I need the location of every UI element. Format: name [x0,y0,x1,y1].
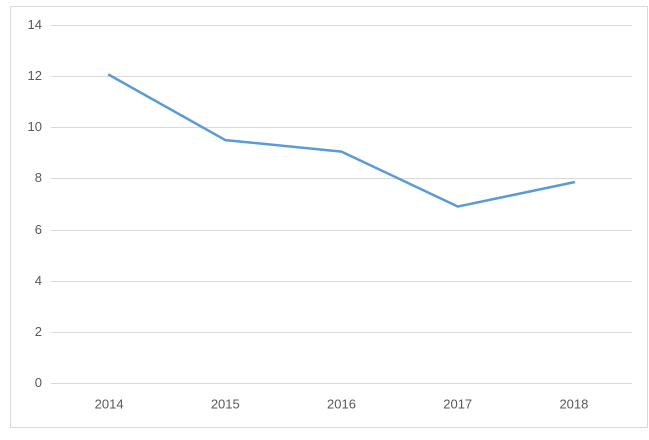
data-line [107,73,576,208]
y-tick-label: 12 [28,68,42,83]
y-tick-label: 14 [28,17,42,32]
y-tick-label: 8 [35,170,42,185]
x-tick-label: 2018 [559,396,588,411]
y-tick-label: 0 [35,375,42,390]
x-tick-label: 2017 [443,396,472,411]
y-tick-label: 2 [35,324,42,339]
x-tick-label: 2016 [327,396,356,411]
chart-frame [10,6,648,428]
y-tick-label: 10 [28,119,42,134]
y-tick-label: 4 [35,273,42,288]
x-tick-label: 2014 [95,396,124,411]
y-tick-label: 6 [35,222,42,237]
x-tick-label: 2015 [211,396,240,411]
